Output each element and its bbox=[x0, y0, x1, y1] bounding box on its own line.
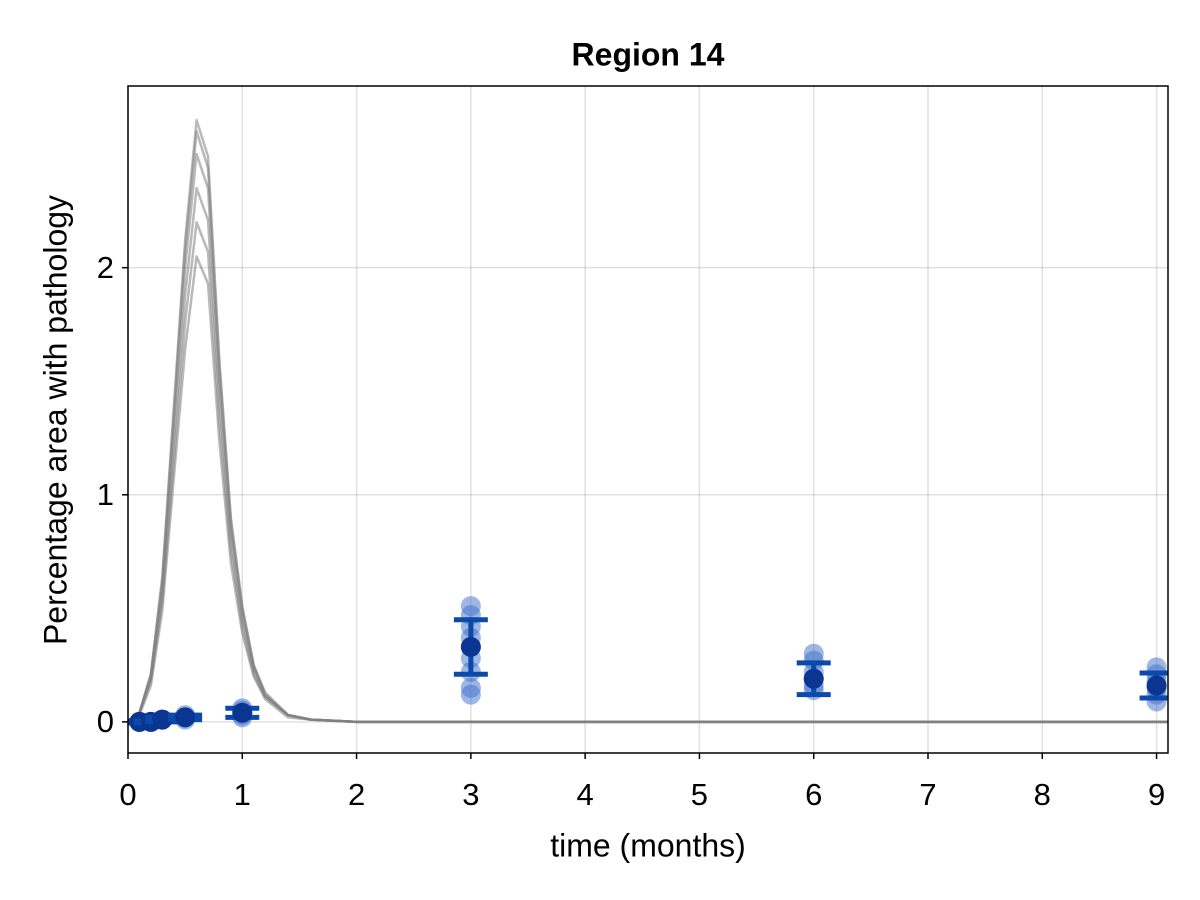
simulation-line bbox=[128, 130, 1168, 724]
plot-area bbox=[128, 118, 1168, 732]
simulation-line bbox=[128, 221, 1168, 724]
axes: 0 1 2 3 4 5 6 7 8 9 0 1 2 bbox=[97, 250, 1165, 812]
mean-point bbox=[460, 636, 481, 657]
mean-point bbox=[803, 668, 824, 689]
chart-title: Region 14 bbox=[572, 36, 725, 72]
y-tick-label: 0 bbox=[97, 704, 114, 739]
x-tick-label: 1 bbox=[234, 777, 251, 812]
x-tick-label: 4 bbox=[577, 777, 594, 812]
mean-point bbox=[1146, 675, 1167, 696]
mean-point bbox=[232, 702, 253, 723]
y-tick-label: 2 bbox=[97, 250, 114, 285]
y-axis-label: Percentage area with pathology bbox=[37, 195, 73, 645]
x-tick-label: 8 bbox=[1034, 777, 1051, 812]
x-tick-label: 5 bbox=[691, 777, 708, 812]
x-tick-label: 7 bbox=[919, 777, 936, 812]
simulation-line bbox=[128, 255, 1168, 724]
mean-point bbox=[175, 707, 196, 728]
plot-frame bbox=[127, 85, 1169, 754]
simulation-line bbox=[128, 152, 1168, 724]
x-tick-label: 9 bbox=[1148, 777, 1165, 812]
y-tick-label: 1 bbox=[97, 477, 114, 512]
x-tick-label: 0 bbox=[119, 777, 136, 812]
x-axis-label: time (months) bbox=[550, 827, 746, 863]
simulation-line bbox=[128, 118, 1168, 724]
x-tick-label: 3 bbox=[462, 777, 479, 812]
observation-point bbox=[460, 596, 481, 617]
grid bbox=[127, 86, 1168, 753]
mean-point bbox=[152, 709, 173, 730]
x-tick-label: 2 bbox=[348, 777, 365, 812]
observation-point bbox=[460, 677, 481, 698]
observation-point bbox=[803, 643, 824, 664]
x-tick-label: 6 bbox=[805, 777, 822, 812]
